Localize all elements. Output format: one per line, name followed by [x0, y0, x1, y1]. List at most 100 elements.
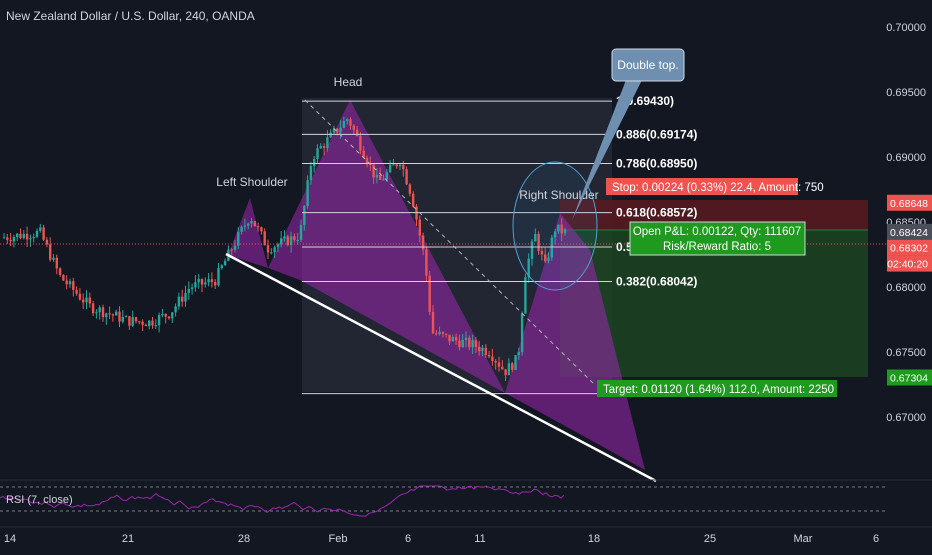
candle-body — [151, 320, 154, 326]
candle-body — [124, 316, 128, 318]
candle-body — [105, 313, 108, 318]
candle-body — [280, 238, 283, 245]
candle-body — [349, 119, 352, 126]
candle-body — [484, 347, 487, 355]
candle-body — [474, 340, 478, 347]
candle-body — [362, 150, 365, 158]
candle-body — [184, 292, 187, 302]
candle-body — [141, 321, 144, 325]
candle-body — [316, 148, 319, 160]
candle-body — [468, 337, 471, 348]
candle-body — [98, 307, 101, 313]
candle-body — [154, 325, 157, 327]
candle-body — [210, 279, 214, 282]
candle-body — [402, 164, 405, 170]
candle-body — [108, 313, 111, 315]
candle-body — [171, 312, 174, 319]
price-badge-label: 0.68302 — [890, 243, 928, 255]
price-tick-label: 0.67000 — [886, 412, 926, 424]
candle-body — [322, 146, 326, 149]
left-shoulder-label: Left Shoulder — [216, 175, 287, 189]
fib-label: 0.5 — [616, 240, 633, 254]
price-badge — [887, 239, 932, 256]
candle-body — [428, 275, 431, 312]
candle-body — [451, 337, 454, 342]
candle-body — [494, 360, 497, 363]
candle-body — [270, 252, 273, 254]
candle-body — [39, 227, 42, 231]
rsi-pane[interactable]: RSI (7, close) — [0, 479, 932, 517]
candle-body — [6, 237, 9, 240]
target-label[interactable]: Target: 0.01120 (1.64%) 112.0, Amount: 2… — [597, 380, 837, 397]
candle-body — [35, 230, 39, 237]
candle-body — [563, 229, 567, 234]
candle-body — [29, 238, 32, 240]
diagonal-dashed-line[interactable] — [304, 99, 596, 386]
pnl-label[interactable]: Open P&L: 0.00122, Qty: 111607 Risk/Rewa… — [629, 221, 806, 256]
risk-reward-text: Risk/Reward Ratio: 5 — [663, 241, 771, 253]
candle-body — [395, 164, 398, 167]
right-shoulder-triangle — [505, 213, 645, 470]
candle-body — [65, 280, 68, 285]
price-axis[interactable]: 0.700000.695000.690000.685000.680000.675… — [886, 22, 932, 424]
time-tick-label: 25 — [704, 533, 716, 545]
highlight-ellipse[interactable] — [512, 161, 598, 291]
callout-box — [611, 48, 685, 82]
candle-body — [336, 128, 339, 133]
time-axis[interactable]: 14 21 28 Feb 6 11 18 25 Mar 6 — [4, 533, 879, 545]
price-badge-label: 0.68648 — [890, 198, 928, 210]
stop-label-box — [606, 178, 798, 195]
stop-label[interactable]: Stop: 0.00224 (0.33%) 22.4, Amount: 750 — [606, 178, 824, 195]
candle-body — [95, 312, 98, 314]
target-label-box — [597, 380, 837, 397]
candle-body — [296, 239, 299, 241]
candle-body — [78, 293, 82, 300]
candle-body — [418, 219, 421, 236]
candle-body — [412, 193, 415, 207]
candle-body — [382, 179, 385, 181]
time-tick-label: 21 — [122, 533, 134, 545]
candle-body — [68, 281, 72, 285]
candle-body — [55, 257, 58, 269]
candle-body — [233, 245, 237, 250]
price-tick-label: 0.67500 — [886, 347, 926, 359]
candle-body — [408, 184, 412, 194]
candle-body — [398, 164, 402, 167]
candle-body — [72, 281, 75, 290]
candle-body — [560, 224, 563, 234]
candle-body — [352, 125, 355, 130]
fib-label: 0.382(0.68042) — [616, 275, 697, 289]
candle-body — [111, 314, 115, 316]
candle-body — [458, 340, 461, 348]
candle-body — [82, 299, 85, 303]
candle-body — [115, 311, 118, 316]
candle-body — [118, 311, 121, 322]
candle-body — [534, 234, 537, 242]
candle-body — [58, 268, 62, 275]
callout-pointer — [572, 80, 642, 220]
fib-levels: 1(0.69430)0.886(0.69174)0.786(0.68950)0.… — [302, 94, 697, 395]
candle-body — [524, 277, 527, 314]
candle-body — [379, 174, 382, 180]
candle-body — [517, 352, 520, 356]
candle-body — [62, 274, 65, 281]
candle-body — [85, 297, 88, 303]
candle-body — [299, 225, 303, 240]
candle-body — [355, 129, 359, 136]
stop-label-text: Stop: 0.00224 (0.33%) 22.4, Amount: 750 — [612, 182, 824, 194]
price-tick-label: 0.69500 — [886, 87, 926, 99]
neckline[interactable] — [225, 252, 657, 483]
candle-body — [441, 331, 445, 334]
callout[interactable]: Double top. — [572, 48, 685, 220]
candle-body — [375, 174, 379, 178]
candle-body — [217, 268, 220, 286]
candle-body — [9, 239, 12, 242]
candle-body — [190, 287, 194, 290]
candle-body — [25, 233, 29, 240]
candle-body — [313, 159, 316, 167]
candle-body — [91, 303, 95, 314]
candle-body — [421, 235, 425, 250]
candle-body — [319, 146, 322, 149]
